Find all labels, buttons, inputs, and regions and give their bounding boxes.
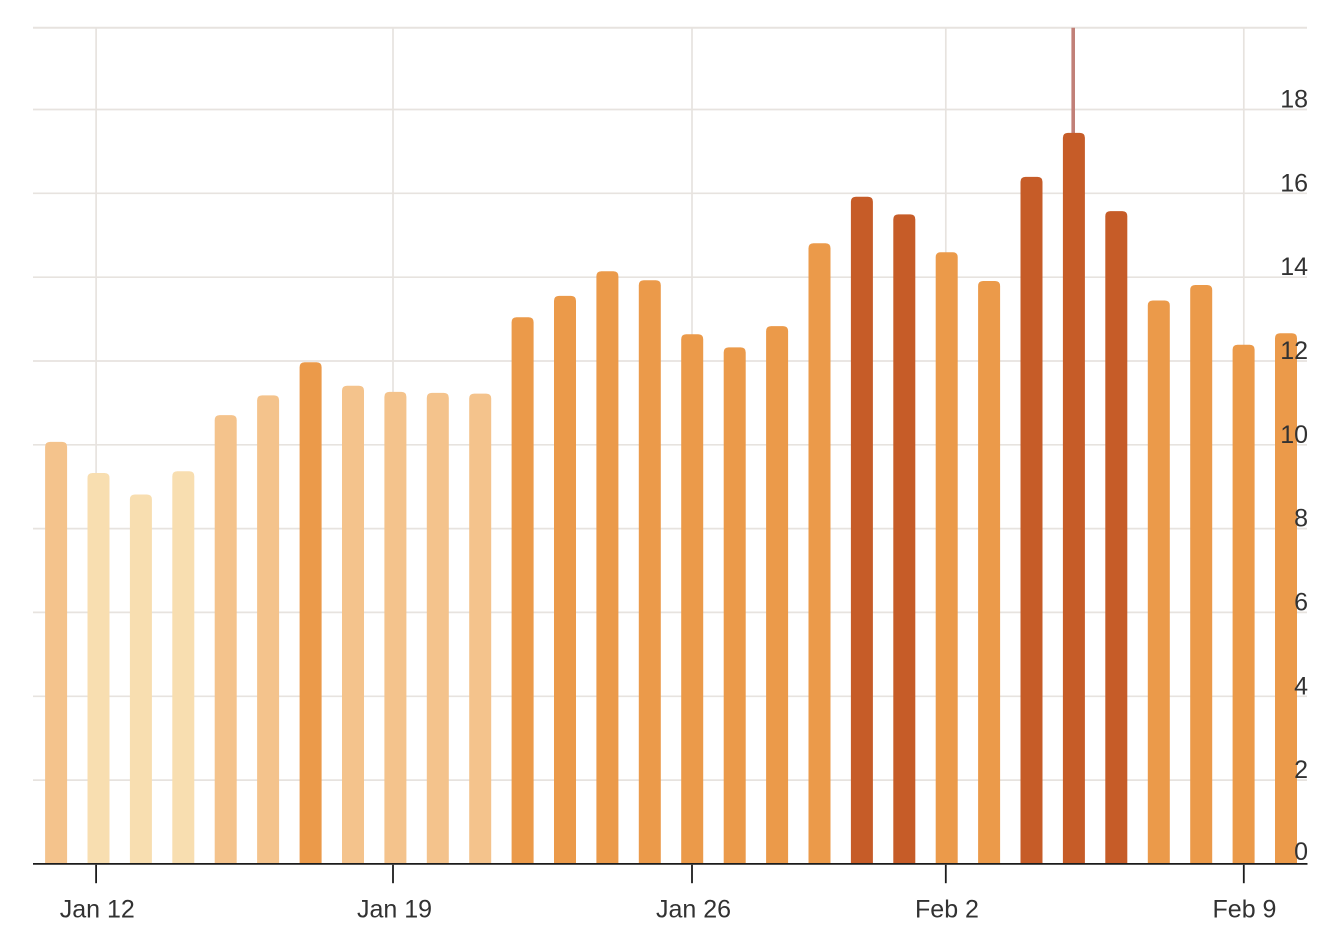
svg-text:Feb 9: Feb 9 bbox=[1213, 896, 1277, 924]
svg-text:12: 12 bbox=[1280, 337, 1308, 365]
svg-text:Jan 19: Jan 19 bbox=[357, 896, 432, 924]
svg-text:14: 14 bbox=[1280, 253, 1308, 281]
svg-text:2: 2 bbox=[1294, 756, 1308, 784]
svg-text:16: 16 bbox=[1280, 169, 1308, 197]
svg-text:18: 18 bbox=[1280, 86, 1308, 114]
svg-text:Jan 12: Jan 12 bbox=[60, 896, 135, 924]
svg-text:6: 6 bbox=[1294, 588, 1308, 616]
svg-text:8: 8 bbox=[1294, 505, 1308, 533]
svg-text:10: 10 bbox=[1280, 421, 1308, 449]
svg-text:Feb 2: Feb 2 bbox=[915, 896, 979, 924]
svg-text:4: 4 bbox=[1294, 672, 1308, 700]
svg-text:0: 0 bbox=[1294, 838, 1308, 866]
svg-text:Jan 26: Jan 26 bbox=[656, 896, 731, 924]
